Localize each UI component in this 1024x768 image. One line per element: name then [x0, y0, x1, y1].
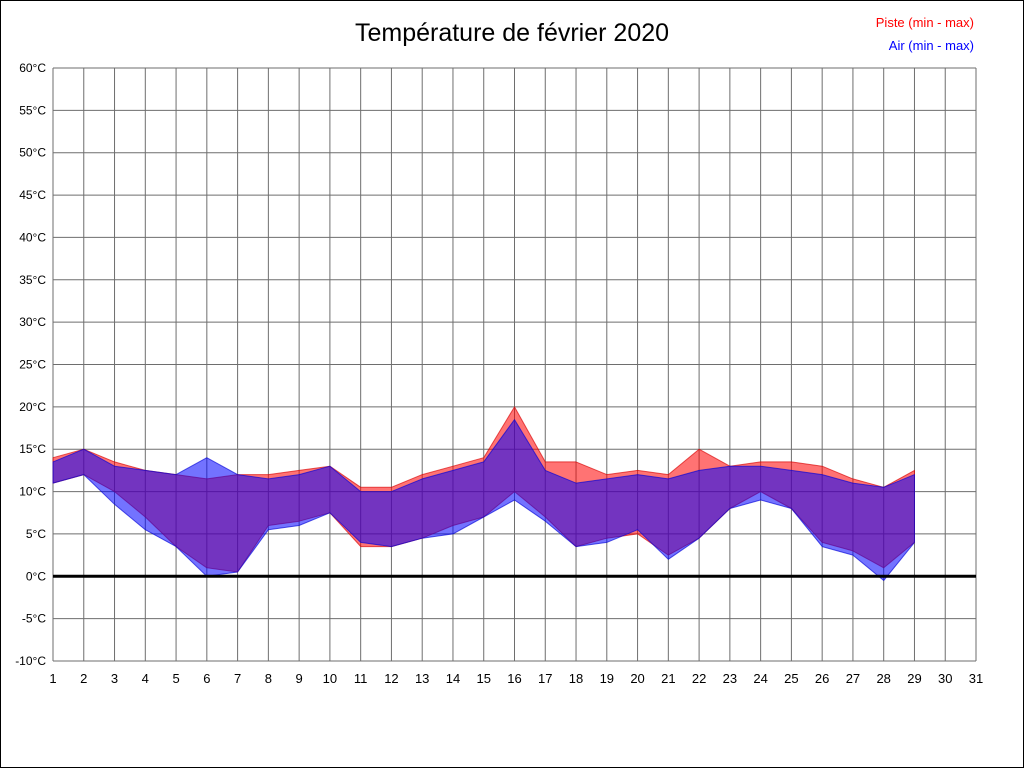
x-tick-label: 10 [323, 671, 337, 686]
y-tick-label: 20°C [19, 400, 46, 414]
x-tick-label: 31 [969, 671, 983, 686]
chart-legend: Piste (min - max) Air (min - max) [876, 11, 974, 58]
x-tick-label: 13 [415, 671, 429, 686]
y-tick-label: -5°C [22, 612, 46, 626]
x-tick-label: 9 [296, 671, 303, 686]
legend-piste-label: Piste (min - max) [875, 15, 974, 30]
x-tick-label: 4 [142, 671, 149, 686]
x-tick-label: 2 [80, 671, 87, 686]
x-tick-label: 18 [569, 671, 583, 686]
y-tick-label: 55°C [19, 103, 46, 117]
x-tick-label: 22 [692, 671, 706, 686]
y-tick-label: 25°C [19, 358, 46, 372]
y-tick-label: 0°C [26, 569, 46, 583]
x-tick-label: 3 [111, 671, 118, 686]
x-tick-label: 14 [446, 671, 460, 686]
x-tick-label: 15 [476, 671, 490, 686]
x-tick-label: 16 [507, 671, 521, 686]
x-tick-label: 20 [630, 671, 644, 686]
chart-title: Température de février 2020 [354, 19, 670, 47]
y-tick-label: 10°C [19, 485, 46, 499]
y-tick-label: 60°C [19, 61, 46, 75]
x-tick-label: 19 [600, 671, 614, 686]
x-tick-label: 26 [815, 671, 829, 686]
x-tick-label: 29 [907, 671, 921, 686]
y-tick-label: -10°C [15, 654, 46, 668]
x-tick-label: 6 [203, 671, 210, 686]
y-tick-label: 40°C [19, 230, 46, 244]
x-tick-label: 23 [723, 671, 737, 686]
x-tick-label: 21 [661, 671, 675, 686]
x-tick-label: 12 [384, 671, 398, 686]
y-tick-label: 5°C [26, 527, 46, 541]
air-band [52, 419, 915, 581]
x-tick-label: 7 [234, 671, 241, 686]
y-tick-label: 50°C [19, 146, 46, 160]
legend-air-label: Air (min - max) [888, 38, 974, 54]
x-tick-label: 11 [354, 671, 368, 686]
x-tick-label: 17 [538, 671, 552, 686]
y-tick-label: 45°C [19, 188, 46, 202]
x-tick-label: 5 [172, 671, 179, 686]
x-tick-label: 25 [784, 671, 798, 686]
x-tick-label: 24 [753, 671, 767, 686]
y-tick-label: 35°C [19, 273, 46, 287]
y-tick-label: 30°C [19, 315, 46, 329]
x-tick-label: 1 [49, 671, 56, 686]
x-tick-label: 28 [876, 671, 890, 686]
x-tick-label: 8 [265, 671, 272, 686]
x-tick-label: 30 [938, 671, 952, 686]
y-tick-label: 15°C [19, 442, 46, 456]
x-tick-label: 27 [846, 671, 860, 686]
